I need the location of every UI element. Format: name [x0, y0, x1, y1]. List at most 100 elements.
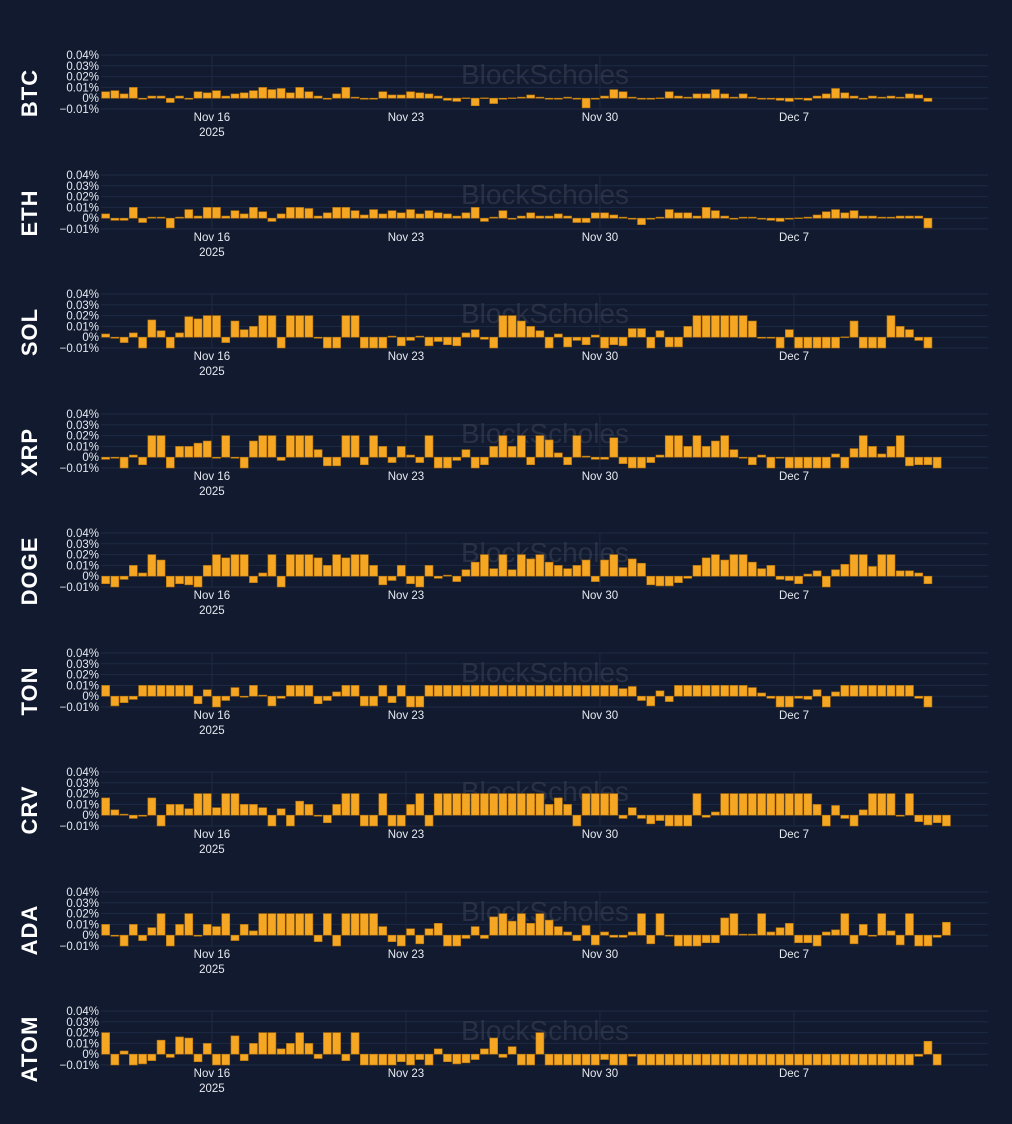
bar	[655, 689, 665, 696]
bar	[858, 554, 868, 577]
bar	[794, 793, 803, 816]
bar	[627, 456, 637, 468]
bar	[868, 215, 877, 219]
bar	[193, 215, 203, 219]
bar	[470, 456, 480, 468]
y-tick-label: −0.01%	[60, 224, 99, 236]
bar	[332, 554, 341, 577]
bar	[729, 554, 739, 577]
bar	[221, 793, 231, 816]
bar	[748, 320, 757, 338]
bar	[230, 793, 240, 816]
y-tick-label: −0.01%	[60, 582, 99, 594]
bar	[923, 1040, 933, 1055]
bar	[202, 315, 212, 338]
bar	[692, 1053, 702, 1066]
bar	[923, 934, 933, 946]
bar	[544, 561, 554, 577]
x-tick-label: Nov 16	[194, 1068, 230, 1080]
bar	[119, 93, 129, 99]
chart-svg: 0.04%0.03%0.02%0.01%0%−0.01%BlockScholes…	[60, 767, 988, 856]
bar	[554, 684, 563, 697]
bar	[295, 684, 304, 697]
bar	[526, 684, 535, 697]
bar	[840, 211, 850, 218]
bar	[304, 684, 314, 697]
bar	[655, 1053, 665, 1066]
bar	[831, 453, 840, 457]
bar	[655, 454, 665, 458]
bar	[147, 434, 157, 458]
bar	[396, 814, 406, 827]
y-tick-label: 0.01%	[66, 799, 99, 811]
bar	[664, 91, 674, 99]
chart-svg: 0.04%0.03%0.02%0.01%0%−0.01%BlockScholes…	[60, 887, 988, 976]
bar	[517, 215, 526, 219]
bar	[849, 684, 859, 697]
bar	[387, 575, 397, 581]
bar	[637, 328, 646, 338]
bar	[683, 1053, 693, 1066]
bar	[313, 215, 323, 219]
bar	[156, 912, 166, 936]
bar	[609, 684, 619, 697]
x-tick-sublabel: 2025	[199, 1083, 225, 1095]
bar	[757, 793, 766, 816]
bar	[424, 336, 434, 347]
x-tick-label: Nov 16	[194, 590, 230, 602]
bar	[350, 315, 360, 338]
bar	[396, 94, 406, 99]
bar	[738, 933, 748, 935]
y-tick-label: 0.03%	[66, 1017, 99, 1029]
bar	[396, 565, 406, 577]
bar	[627, 685, 637, 696]
bar	[165, 934, 175, 946]
bar	[480, 217, 489, 222]
bar	[396, 1053, 406, 1063]
bar	[165, 456, 175, 468]
y-tick-label: 0%	[82, 452, 99, 464]
bar	[609, 436, 619, 458]
bar	[147, 554, 157, 577]
y-tick-label: 0.02%	[66, 430, 99, 442]
bar	[276, 1048, 286, 1055]
bar	[757, 1053, 766, 1066]
bar	[840, 92, 850, 99]
bar	[202, 92, 212, 99]
bar	[600, 684, 609, 697]
x-tick-label: Nov 23	[388, 1068, 424, 1080]
bar	[886, 554, 896, 577]
bar	[701, 445, 711, 458]
bar	[886, 1053, 896, 1066]
bar	[609, 89, 619, 99]
bar	[332, 456, 341, 466]
bar	[637, 912, 646, 936]
bar	[618, 1053, 628, 1066]
bar	[341, 793, 351, 816]
bar	[738, 315, 748, 338]
bar	[517, 793, 526, 816]
bar	[239, 329, 249, 338]
bar	[387, 1053, 397, 1066]
bar	[738, 554, 748, 577]
bar	[498, 434, 508, 458]
bar	[239, 804, 249, 816]
bar	[184, 912, 194, 936]
bar	[332, 93, 341, 99]
bar	[489, 568, 499, 577]
bar	[387, 934, 397, 942]
x-tick-label: Nov 16	[194, 710, 230, 722]
bar	[664, 695, 674, 702]
bar	[369, 565, 378, 577]
bar	[803, 216, 813, 218]
bar	[877, 554, 887, 577]
bar	[821, 93, 831, 99]
bar	[646, 934, 656, 944]
bar	[849, 447, 859, 458]
bar	[249, 440, 258, 458]
bar	[304, 804, 314, 816]
bar	[775, 97, 785, 101]
bar	[590, 684, 600, 697]
bar	[461, 332, 471, 338]
bar	[775, 217, 785, 222]
